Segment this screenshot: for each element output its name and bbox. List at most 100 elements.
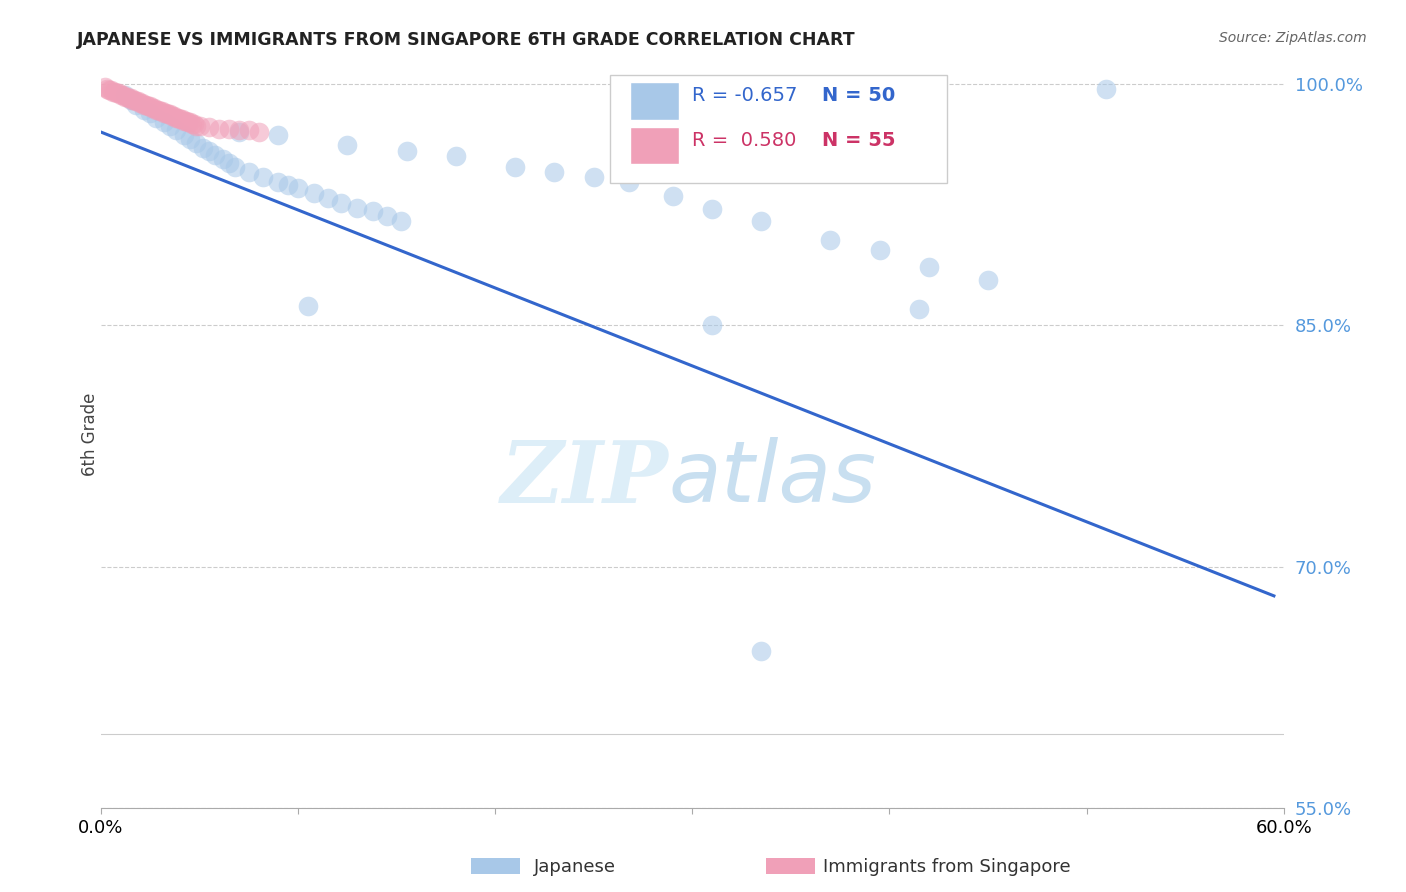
Point [336,138,359,153]
Point [165,111,187,125]
Point [346,201,368,215]
Point [700,318,723,333]
Point [444,149,467,163]
Text: Japanese: Japanese [534,858,616,876]
Point [176,115,198,129]
Point [159,107,181,121]
Y-axis label: 6th Grade: 6th Grade [82,392,98,475]
Point [238,123,260,137]
Point [267,128,290,143]
Point [395,145,418,159]
Point [751,213,773,227]
Point [184,119,207,133]
Point [143,101,166,115]
Point [125,95,148,109]
Point [375,209,398,223]
Point [124,93,146,107]
Text: N = 50: N = 50 [823,86,896,104]
Point [977,273,1000,287]
Text: Immigrants from Singapore: Immigrants from Singapore [823,858,1070,876]
Point [136,99,159,113]
Point [198,145,221,159]
Point [267,175,290,189]
Point [179,131,201,145]
Point [918,260,941,275]
Point [204,147,226,161]
Bar [630,82,679,120]
Point [188,119,211,133]
Point [97,83,120,97]
Point [111,88,134,103]
Point [153,105,176,120]
Point [134,97,156,112]
Point [247,125,270,139]
Point [700,202,723,217]
Point [238,165,260,179]
Point [908,302,931,317]
Text: R =  0.580: R = 0.580 [692,131,797,150]
Point [503,161,526,175]
Point [159,119,181,133]
Point [114,88,136,103]
Point [212,153,235,167]
Point [117,91,139,105]
Text: JAPANESE VS IMMIGRANTS FROM SINGAPORE 6TH GRADE CORRELATION CHART: JAPANESE VS IMMIGRANTS FROM SINGAPORE 6T… [77,31,856,49]
Point [101,85,124,99]
Point [150,104,173,119]
Point [96,81,118,95]
Point [125,97,148,112]
Point [361,204,384,219]
Point [127,95,149,109]
Text: R = -0.657: R = -0.657 [692,86,797,104]
Point [543,165,565,179]
Bar [630,127,679,164]
Point [145,103,167,117]
Point [218,155,240,169]
Point [120,93,142,107]
Point [330,195,353,210]
Point [302,186,325,201]
FancyBboxPatch shape [610,75,946,183]
Point [120,91,142,105]
Point [145,111,167,125]
Point [169,112,191,127]
Point [153,115,176,129]
Point [228,125,250,139]
Point [869,243,891,257]
Text: atlas: atlas [669,437,877,520]
Point [316,191,339,205]
Point [129,96,152,111]
Point [149,104,172,119]
Point [131,96,153,111]
Text: N = 55: N = 55 [823,131,896,150]
Point [134,103,156,117]
Point [252,170,274,185]
Point [193,141,215,155]
Text: Source: ZipAtlas.com: Source: ZipAtlas.com [1219,31,1367,45]
Point [170,112,193,127]
Point [100,83,122,97]
Point [198,120,221,135]
Point [582,170,605,185]
Point [135,97,157,112]
Point [183,117,205,131]
Point [228,123,250,137]
Point [107,87,129,101]
Point [110,88,132,103]
Point [94,80,117,95]
Point [160,109,183,123]
Point [173,128,195,143]
Text: ZIP: ZIP [501,437,669,521]
Point [121,93,143,107]
Point [751,643,773,657]
Point [163,109,186,123]
Point [184,136,207,151]
Point [114,89,136,103]
Point [297,299,319,313]
Point [218,121,240,136]
Point [208,121,231,136]
Point [155,105,177,120]
Point [224,161,246,175]
Point [141,101,163,115]
Point [180,117,202,131]
